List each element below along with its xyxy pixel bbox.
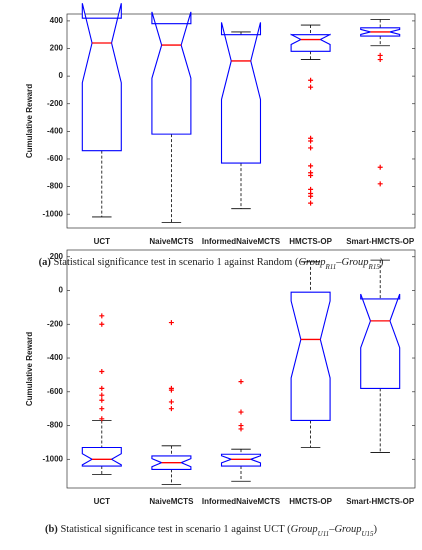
y-tick-label: 0 xyxy=(59,286,64,295)
outlier xyxy=(99,392,105,398)
outlier xyxy=(308,193,314,199)
outlier xyxy=(308,138,314,144)
outlier xyxy=(99,406,105,412)
y-tick-label: 200 xyxy=(50,44,64,53)
x-tick-label: NaiveMCTS xyxy=(149,497,194,506)
box xyxy=(360,293,401,389)
y-tick-label: -800 xyxy=(47,421,64,430)
x-tick-label: UCT xyxy=(94,497,111,506)
outlier xyxy=(308,77,314,83)
plot-frame xyxy=(66,249,416,489)
box xyxy=(81,3,122,152)
caption: (b) Statistical significance test in sce… xyxy=(45,524,378,537)
outlier xyxy=(99,321,105,327)
x-tick-label: InformedNaiveMCTS xyxy=(202,237,281,246)
outlier xyxy=(377,57,383,63)
y-tick-label: 0 xyxy=(59,71,64,80)
caption-part: ) xyxy=(380,257,384,268)
caption-part: Group xyxy=(298,257,325,268)
x-tick-label: UCT xyxy=(94,237,111,246)
outlier xyxy=(99,313,105,319)
x-tick-label: InformedNaiveMCTS xyxy=(202,497,281,506)
outlier xyxy=(377,181,383,187)
box xyxy=(220,453,262,467)
caption-part: Group xyxy=(291,524,318,535)
box xyxy=(290,291,331,422)
y-tick-label: 400 xyxy=(50,16,64,25)
outlier xyxy=(168,387,174,393)
plot-frame xyxy=(66,13,416,229)
y-tick-label: -200 xyxy=(47,99,64,108)
y-tick-label: -600 xyxy=(47,387,64,396)
caption-part: ) xyxy=(374,524,378,535)
outlier xyxy=(99,416,105,422)
outlier xyxy=(308,200,314,206)
caption-part: Statistical significance test in scenari… xyxy=(58,524,291,535)
outlier xyxy=(238,409,244,415)
box xyxy=(81,446,122,467)
outlier xyxy=(168,406,174,412)
x-tick-label: HMCTS-OP xyxy=(289,497,332,506)
caption-part: U11 xyxy=(318,530,330,538)
y-tick-label: -600 xyxy=(47,154,64,163)
caption-part: (b) xyxy=(45,524,58,535)
caption-part: U15 xyxy=(361,530,374,538)
box xyxy=(220,22,262,164)
outlier xyxy=(99,385,105,391)
outlier xyxy=(377,164,383,170)
x-tick-label: HMCTS-OP xyxy=(289,237,332,246)
x-tick-label: Smart-HMCTS-OP xyxy=(346,237,415,246)
box xyxy=(151,11,192,135)
box xyxy=(290,33,331,52)
caption-part: – xyxy=(328,524,335,535)
y-tick-label: -800 xyxy=(47,182,64,191)
outlier xyxy=(168,399,174,405)
caption-part: – xyxy=(335,257,342,268)
outlier xyxy=(99,369,105,375)
y-tick-label: -200 xyxy=(47,319,64,328)
outlier xyxy=(99,397,105,403)
outlier xyxy=(308,163,314,169)
caption-part: (a) xyxy=(39,257,52,268)
caption-part: Group xyxy=(334,524,361,535)
x-tick-label: Smart-HMCTS-OP xyxy=(346,497,415,506)
y-axis-label: Cumulative Reward xyxy=(25,332,34,406)
outlier xyxy=(308,145,314,151)
caption-part: Statistical significance test in scenari… xyxy=(51,257,299,268)
y-tick-label: -1000 xyxy=(43,209,64,218)
caption-part: R15 xyxy=(368,263,381,271)
x-tick-label: NaiveMCTS xyxy=(149,237,194,246)
outlier xyxy=(238,379,244,385)
y-tick-label: -1000 xyxy=(43,454,64,463)
y-tick-label: 200 xyxy=(50,252,64,261)
y-axis-label: Cumulative Reward xyxy=(25,84,34,158)
outlier xyxy=(308,84,314,90)
outlier xyxy=(168,320,174,326)
outlier xyxy=(238,426,244,432)
outlier xyxy=(308,173,314,179)
caption: (a) Statistical significance test in sce… xyxy=(39,257,384,270)
y-tick-label: -400 xyxy=(47,353,64,362)
y-tick-label: -400 xyxy=(47,126,64,135)
caption-part: Group xyxy=(342,257,369,268)
caption-part: R11 xyxy=(325,263,337,271)
